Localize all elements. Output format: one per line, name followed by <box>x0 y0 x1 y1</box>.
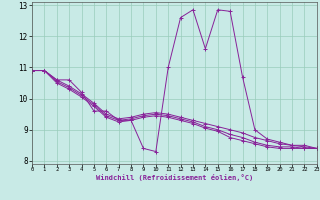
X-axis label: Windchill (Refroidissement éolien,°C): Windchill (Refroidissement éolien,°C) <box>96 174 253 181</box>
